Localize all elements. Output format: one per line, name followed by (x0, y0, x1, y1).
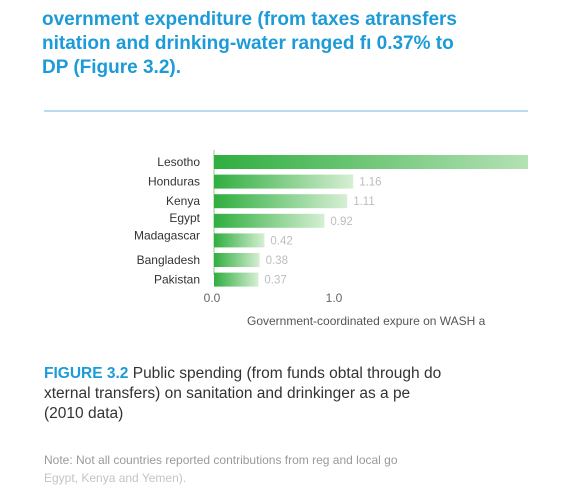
note-line: Note: Not all countries reported contrib… (44, 453, 398, 467)
value-label: 0.42 (270, 235, 292, 247)
value-label: 0.38 (266, 255, 288, 267)
x-tick-label: 1.0 (326, 291, 343, 305)
category-label: Egypt (169, 211, 200, 225)
caption-line: Public spending (from funds obtal throug… (128, 365, 442, 382)
intro-line: overnment expenditure (from taxes atrans… (42, 9, 457, 30)
expenditure-bar-chart: 1.161.110.920.420.380.370.01.03Governmen… (134, 150, 528, 328)
value-label: 0.92 (330, 216, 352, 228)
value-label: 1.11 (353, 196, 375, 208)
bar-madagascar (214, 233, 265, 248)
bar-bangladesh (214, 253, 260, 267)
figure-caption: FIGURE 3.2 Public spending (from funds o… (44, 364, 564, 424)
x-axis-label: Government-coordinated expure on WASH a (247, 314, 486, 328)
bar-kenya (214, 194, 348, 209)
value-label: 0.37 (264, 275, 286, 287)
bar-egypt (214, 213, 325, 228)
value-label: 1.16 (359, 177, 381, 189)
category-label: Bangladesh (137, 253, 200, 267)
figure-label: FIGURE 3.2 (44, 365, 129, 382)
bar-honduras (214, 174, 354, 189)
bar-lesotho (214, 155, 528, 169)
caption-line: xternal transfers) on sanitation and dri… (44, 385, 411, 402)
category-label: Kenya (166, 194, 200, 208)
bar-pakistan (214, 272, 259, 287)
note-line: Egypt, Kenya and Yemen). (44, 471, 187, 485)
intro-text: overnment expenditure (from taxes atrans… (42, 8, 573, 80)
intro-line: nitation and drinking-water ranged fı 0.… (42, 33, 454, 54)
category-label: Pakistan (154, 273, 200, 287)
caption-line: (2010 data) (44, 405, 124, 422)
section-divider (44, 110, 528, 112)
figure-note: Note: Not all countries reported contrib… (44, 451, 564, 487)
intro-line: DP (Figure 3.2). (42, 57, 182, 78)
category-label: Honduras (148, 175, 200, 189)
category-label: Lesotho (157, 155, 200, 169)
category-label: Madagascar (134, 228, 200, 242)
x-tick-label: 0.0 (204, 291, 221, 305)
